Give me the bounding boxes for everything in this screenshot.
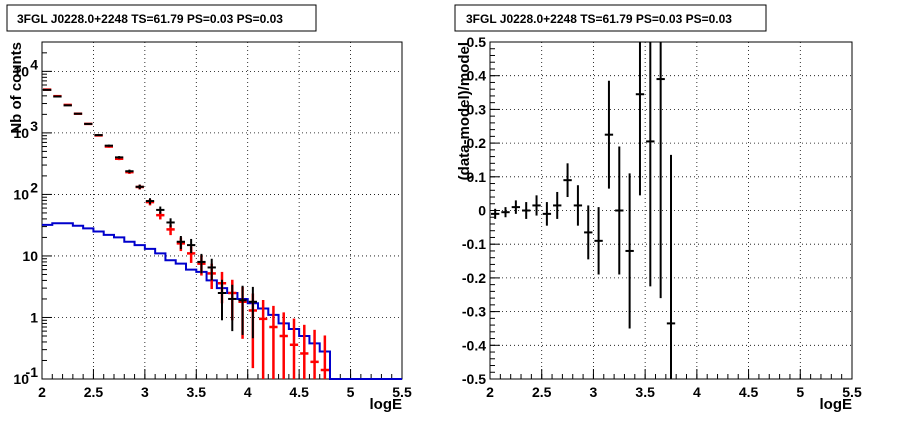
counts-x-tick-label: 5.5	[392, 384, 412, 400]
residual-y-tick-label: -0.4	[462, 337, 486, 353]
counts-x-tick-label: 4.5	[289, 384, 309, 400]
residual-tick-labels: 2 2.5 3 3.5 4 4.5 5 5.5 -0.5 -0.4 -0.3 -0.2 -0.1 0 0.1…	[462, 34, 862, 400]
residual-y-tick-label: -0.2	[462, 270, 486, 286]
source-model-line	[42, 222, 402, 380]
residual-y-tick-label: 0	[478, 203, 486, 219]
residual-title-box	[454, 4, 767, 32]
residual-title: 3FGL J0228.0+2248 TS=61.79 PS=0.03 PS=0.…	[466, 12, 732, 26]
residual-y-tick-label: 0.4	[467, 68, 487, 84]
counts-x-tick-label: 3.5	[187, 384, 207, 400]
counts-y-tick-exponent: 2	[30, 179, 38, 195]
residual-x-tick-label: 2	[486, 384, 494, 400]
counts-y-tick-label: 10	[13, 186, 29, 202]
counts-plot-frame	[41, 41, 403, 380]
counts-y-tick-label: 10	[13, 371, 29, 387]
residual-x-tick-label: 5	[796, 384, 804, 400]
data-points	[43, 88, 257, 339]
residual-panel: 2 2.5 3 3.5 4 4.5 5 5.5 -0.5 -0.4 -0.3 -0.2 -0.1 0 0.1…	[454, 4, 862, 413]
residual-x-tick-label: 4.5	[739, 384, 759, 400]
counts-x-tick-label: 2.5	[84, 384, 104, 400]
residual-y-tick-label: -0.1	[462, 236, 486, 252]
residual-y-tick-label: -0.5	[462, 371, 486, 387]
counts-y-axis-label: Nb of counts	[8, 42, 25, 134]
counts-grid	[42, 42, 402, 379]
residual-y-axis-label: (data-model)/model	[456, 42, 473, 180]
residual-x-tick-label: 2.5	[532, 384, 552, 400]
residual-x-axis-label: logE	[820, 396, 853, 413]
counts-title: 3FGL J0228.0+2248 TS=61.79 PS=0.03 PS=0.…	[17, 12, 283, 26]
residual-points	[491, 42, 676, 379]
residual-axis-ticks	[489, 41, 853, 380]
residual-y-tick-label: 0.1	[467, 169, 487, 185]
residual-x-tick-label: 3	[590, 384, 598, 400]
counts-x-tick-label: 5	[347, 384, 355, 400]
residual-x-tick-label: 4	[693, 384, 701, 400]
counts-x-tick-label: 3	[141, 384, 149, 400]
counts-title-box	[6, 4, 317, 32]
counts-y-tick-label: 10	[22, 248, 38, 264]
counts-x-axis-label: logE	[370, 396, 403, 413]
residual-x-tick-label: 5.5	[842, 384, 862, 400]
counts-x-tick-label: 4	[244, 384, 252, 400]
counts-x-tick-label: 2	[38, 384, 46, 400]
residual-y-tick-label: 0.3	[467, 101, 487, 117]
counts-y-tick-exponent: 3	[30, 118, 38, 134]
residual-x-tick-label: 3.5	[635, 384, 655, 400]
counts-y-tick-exponent: 4	[30, 56, 38, 72]
source-model-histogram	[42, 222, 402, 380]
counts-y-tick-label: 1	[30, 309, 38, 325]
residual-y-tick-label: 0.5	[467, 34, 487, 50]
residual-y-tick-label: -0.3	[462, 304, 486, 320]
counts-y-tick-exponent: -1	[26, 364, 39, 380]
counts-y-tick-label: 10	[13, 63, 29, 79]
counts-axis-ticks	[41, 52, 403, 380]
residual-y-tick-label: 0.2	[467, 135, 487, 151]
counts-y-tick-label: 10	[13, 125, 29, 141]
